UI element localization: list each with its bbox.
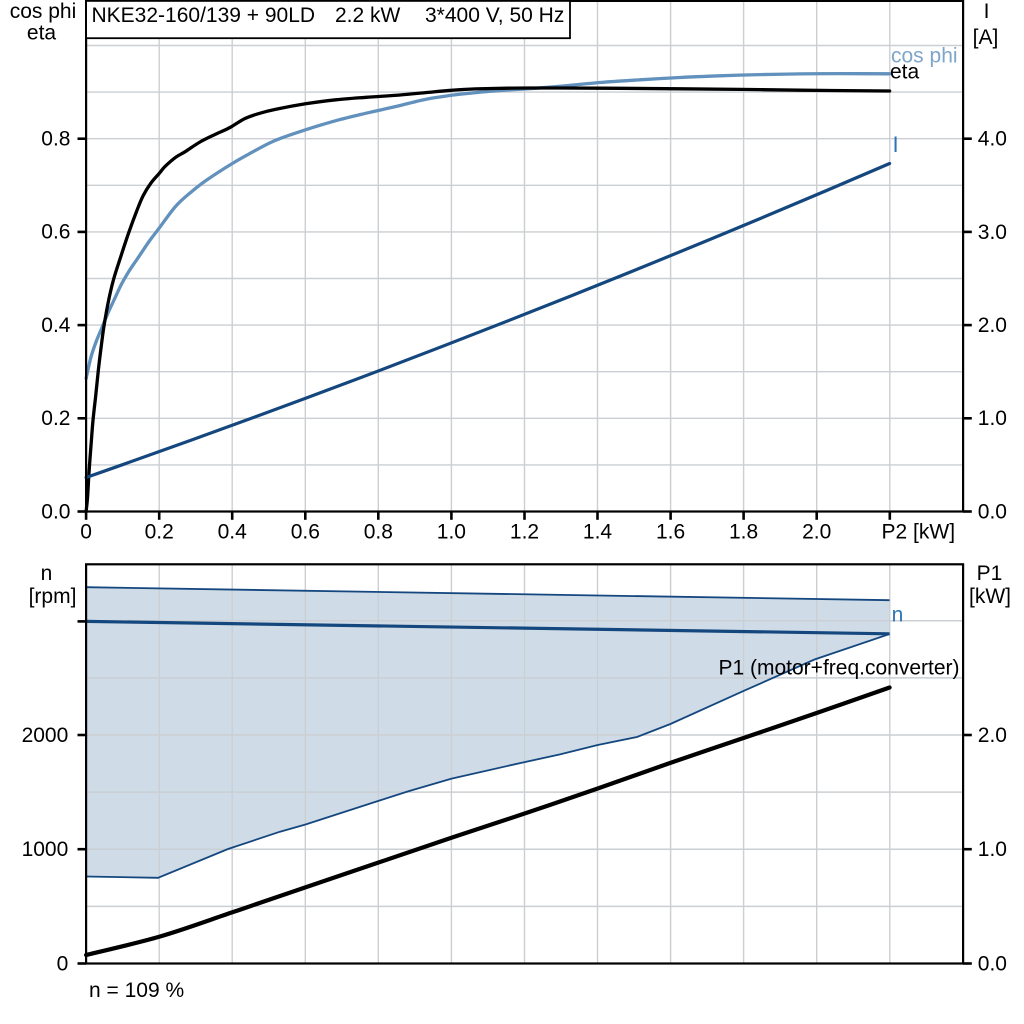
svg-text:2.2 kW: 2.2 kW — [335, 4, 401, 27]
svg-text:0.2: 0.2 — [145, 521, 174, 544]
svg-text:0.0: 0.0 — [978, 500, 1007, 523]
svg-text:cos phi: cos phi — [10, 0, 77, 23]
svg-text:0.8: 0.8 — [364, 521, 393, 544]
svg-text:0.6: 0.6 — [291, 521, 320, 544]
svg-text:n: n — [41, 562, 53, 585]
svg-text:0: 0 — [57, 953, 69, 976]
svg-text:NKE32-160/139 + 90LD: NKE32-160/139 + 90LD — [92, 4, 316, 27]
svg-text:1.8: 1.8 — [729, 521, 758, 544]
svg-text:2.0: 2.0 — [978, 724, 1007, 747]
svg-text:3.0: 3.0 — [978, 221, 1007, 244]
svg-text:1.2: 1.2 — [510, 521, 539, 544]
svg-text:0.0: 0.0 — [41, 500, 70, 523]
svg-text:[rpm]: [rpm] — [29, 585, 77, 608]
svg-text:1.6: 1.6 — [656, 521, 685, 544]
svg-text:I: I — [984, 0, 990, 23]
svg-text:[kW]: [kW] — [969, 585, 1011, 608]
svg-text:I: I — [893, 132, 899, 157]
svg-text:4.0: 4.0 — [978, 128, 1007, 151]
svg-text:2.0: 2.0 — [802, 521, 831, 544]
svg-text:1000: 1000 — [22, 838, 69, 861]
svg-text:0.4: 0.4 — [218, 521, 248, 544]
svg-text:2000: 2000 — [22, 724, 69, 747]
svg-text:0.2: 0.2 — [41, 407, 70, 430]
svg-text:P1 (motor+freq.converter): P1 (motor+freq.converter) — [718, 657, 959, 680]
svg-text:eta: eta — [27, 22, 57, 45]
svg-text:n = 109 %: n = 109 % — [89, 979, 184, 1002]
svg-text:n: n — [892, 604, 904, 627]
svg-text:0.8: 0.8 — [41, 128, 70, 151]
svg-text:0.4: 0.4 — [41, 314, 71, 337]
svg-text:1.0: 1.0 — [978, 838, 1007, 861]
svg-text:cos phi: cos phi — [891, 45, 958, 68]
svg-text:3*400 V, 50 Hz: 3*400 V, 50 Hz — [425, 4, 564, 27]
svg-text:0: 0 — [80, 521, 92, 544]
svg-text:1.0: 1.0 — [978, 407, 1007, 430]
svg-text:P1: P1 — [977, 562, 1003, 585]
svg-text:P2 [kW]: P2 [kW] — [882, 521, 956, 544]
svg-text:2.0: 2.0 — [978, 314, 1007, 337]
svg-text:0.0: 0.0 — [978, 952, 1007, 975]
svg-text:0.6: 0.6 — [41, 221, 70, 244]
svg-text:[A]: [A] — [973, 26, 999, 49]
svg-text:1.0: 1.0 — [437, 521, 466, 544]
svg-text:eta: eta — [890, 61, 920, 84]
svg-text:1.4: 1.4 — [583, 521, 613, 544]
